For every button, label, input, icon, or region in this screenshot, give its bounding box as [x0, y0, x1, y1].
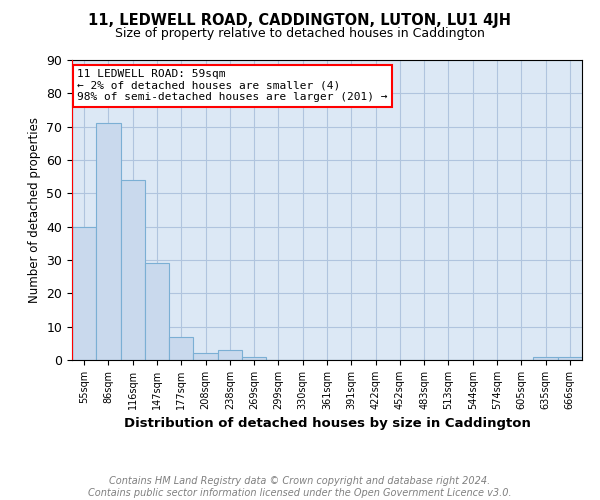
Y-axis label: Number of detached properties: Number of detached properties — [28, 117, 41, 303]
Text: Size of property relative to detached houses in Caddington: Size of property relative to detached ho… — [115, 28, 485, 40]
Text: 11 LEDWELL ROAD: 59sqm
← 2% of detached houses are smaller (4)
98% of semi-detac: 11 LEDWELL ROAD: 59sqm ← 2% of detached … — [77, 69, 388, 102]
Bar — [96, 124, 121, 360]
Bar — [72, 226, 96, 360]
Bar — [193, 354, 218, 360]
Bar — [169, 336, 193, 360]
Bar — [558, 356, 582, 360]
Text: Contains HM Land Registry data © Crown copyright and database right 2024.
Contai: Contains HM Land Registry data © Crown c… — [88, 476, 512, 498]
Bar — [218, 350, 242, 360]
X-axis label: Distribution of detached houses by size in Caddington: Distribution of detached houses by size … — [124, 418, 530, 430]
Text: 11, LEDWELL ROAD, CADDINGTON, LUTON, LU1 4JH: 11, LEDWELL ROAD, CADDINGTON, LUTON, LU1… — [89, 12, 511, 28]
Bar — [533, 356, 558, 360]
Bar — [121, 180, 145, 360]
Bar — [145, 264, 169, 360]
Bar — [242, 356, 266, 360]
